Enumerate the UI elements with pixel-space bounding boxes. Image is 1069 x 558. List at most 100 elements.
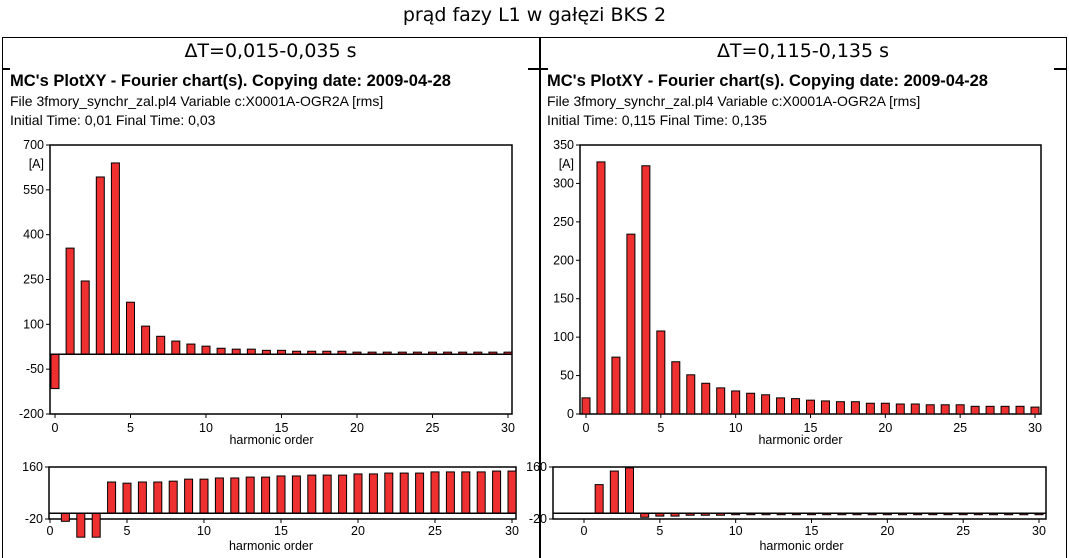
- right-top-bar-25: [955, 404, 965, 415]
- left-bottom-bar-2: [76, 512, 86, 538]
- right-top-ytick-label: 50: [560, 369, 574, 383]
- left-heading: MC's PlotXY - Fourier chart(s). Copying …: [10, 72, 451, 90]
- right-top-bar-23: [925, 404, 935, 415]
- right-bottom-xtick-label: 5: [656, 524, 663, 538]
- left-top-xtick-label: 25: [426, 421, 440, 435]
- left-file-line: File 3fmory_synchr_zal.pl4 Variable c:X0…: [10, 93, 384, 109]
- left-top-xtick-label: 30: [501, 421, 515, 435]
- left-top-bar-0: [50, 353, 60, 390]
- right-top-xtick-label: 25: [953, 421, 967, 435]
- left-bottom-xtick-label: 10: [197, 524, 211, 538]
- right-top-bar-13: [776, 397, 786, 415]
- left-bottom-bar-11: [214, 477, 224, 514]
- right-top-bar-22: [910, 403, 920, 415]
- left-bottom-bar-28: [476, 471, 486, 514]
- left-bottom-bar-1: [60, 512, 70, 522]
- left-bottom-xtick-label: 15: [274, 524, 288, 538]
- right-top-xtick-label: 10: [729, 421, 743, 435]
- right-top-bar-1: [596, 161, 606, 415]
- right-top-bar-19: [865, 402, 875, 415]
- left-bottom-bar-21: [368, 473, 378, 514]
- left-top-xtick-label: 5: [127, 421, 134, 435]
- right-top-bar-3: [626, 233, 636, 415]
- right-top-bar-5: [656, 330, 666, 415]
- left-bottom-bar-16: [291, 475, 301, 514]
- right-bottom-bar-2: [609, 470, 619, 514]
- right-top-bar-7: [686, 374, 696, 415]
- left-top-bar-3: [95, 176, 105, 355]
- right-top-bar-11: [746, 392, 756, 415]
- right-top-ytick-label: 250: [553, 215, 574, 229]
- left-top-bar-7: [156, 335, 166, 355]
- right-top-bar-2: [611, 356, 621, 415]
- left-top-ytick-label: -200: [19, 407, 44, 421]
- left-bottom-bar-10: [199, 478, 209, 514]
- right-top-xtick-label: 30: [1028, 421, 1042, 435]
- right-top-bar-16: [820, 400, 830, 415]
- left-top-y-axis-unit: [A]: [29, 157, 44, 171]
- left-bottom-chart: -20 160 0 5 10 15 20 25 30 harmonic order: [22, 460, 519, 553]
- right-top-bar-26: [970, 405, 980, 415]
- right-top-xtick-label: 5: [657, 421, 664, 435]
- left-bottom-bar-6: [137, 481, 147, 514]
- right-bottom-bar-3: [625, 467, 634, 514]
- right-top-xtick-label: 0: [583, 421, 590, 435]
- left-top-xtick-label: 10: [199, 421, 213, 435]
- left-top-bar-8: [171, 340, 181, 355]
- left-top-ytick-label: 250: [23, 273, 44, 287]
- right-top-y-axis-unit: [A]: [559, 157, 574, 171]
- right-top-bar-20: [880, 402, 890, 415]
- right-top-ytick-label: 100: [553, 330, 574, 344]
- header-line-mid: [528, 68, 548, 70]
- left-top-bar-4: [110, 162, 120, 355]
- left-top-ytick-label: 400: [23, 228, 44, 242]
- left-bottom-bar-13: [245, 476, 255, 514]
- left-bottom-bar-23: [399, 472, 409, 514]
- left-top-x-axis-title: harmonic order: [229, 433, 313, 447]
- left-bottom-bar-4: [107, 481, 117, 514]
- left-top-chart: -200 -50 100 250 400 550 700 0 5 10 15 20 25 30 harmon…: [19, 138, 515, 447]
- left-bottom-bar-17: [307, 474, 317, 514]
- right-top-bar-30: [1030, 406, 1040, 415]
- right-delta-t: ΔT=0,115-0,135 s: [716, 40, 890, 62]
- right-bottom-xtick-label: 0: [581, 524, 588, 538]
- right-top-bar-21: [895, 403, 905, 415]
- right-top-bar-12: [761, 394, 771, 415]
- left-top-bar-6: [141, 325, 151, 355]
- right-top-bar-24: [940, 404, 950, 415]
- right-bottom-x-axis-title: harmonic order: [759, 539, 843, 553]
- left-bottom-bar-25: [430, 471, 440, 514]
- left-bottom-xtick-label: 20: [351, 524, 365, 538]
- left-top-bar-5: [126, 301, 135, 355]
- right-top-ytick-label: 0: [567, 407, 574, 421]
- left-top-ytick-label: 550: [23, 183, 44, 197]
- left-delta-t: ΔT=0,015-0,035 s: [184, 40, 357, 62]
- left-bottom-bar-12: [230, 477, 240, 514]
- left-bottom-bar-22: [384, 472, 394, 514]
- right-bottom-xtick-label: 25: [956, 524, 970, 538]
- left-bottom-xtick-label: 30: [505, 524, 519, 538]
- right-top-bar-17: [835, 401, 845, 415]
- left-top-bar-9: [186, 343, 196, 355]
- left-top-bar-2: [80, 280, 90, 355]
- left-top-xtick-label: 15: [275, 421, 289, 435]
- header-line-left: [2, 68, 10, 70]
- left-bottom-bar-26: [445, 471, 455, 514]
- left-top-bar-11: [216, 347, 226, 355]
- left-bottom-ytick-label: 160: [22, 460, 43, 474]
- right-top-bar-0: [581, 397, 591, 415]
- right-top-bar-28: [1000, 405, 1010, 415]
- right-top-chart: 0 50 100 150 200 250 300 350 0 5 10 15 20 25 30 harmoni…: [553, 138, 1042, 447]
- right-top-bar-15: [806, 399, 815, 415]
- right-top-bar-29: [1015, 405, 1025, 415]
- left-top-ytick-label: 700: [23, 138, 44, 152]
- right-top-bar-14: [791, 398, 801, 415]
- panels-frame: [2, 37, 1067, 558]
- left-bottom-bar-27: [461, 471, 471, 514]
- right-top-bar-27: [985, 405, 995, 415]
- right-top-bar-6: [671, 361, 681, 415]
- right-top-ytick-label: 300: [553, 176, 574, 190]
- left-top-bar-10: [201, 345, 211, 355]
- left-bottom-ytick-label: -20: [25, 512, 43, 526]
